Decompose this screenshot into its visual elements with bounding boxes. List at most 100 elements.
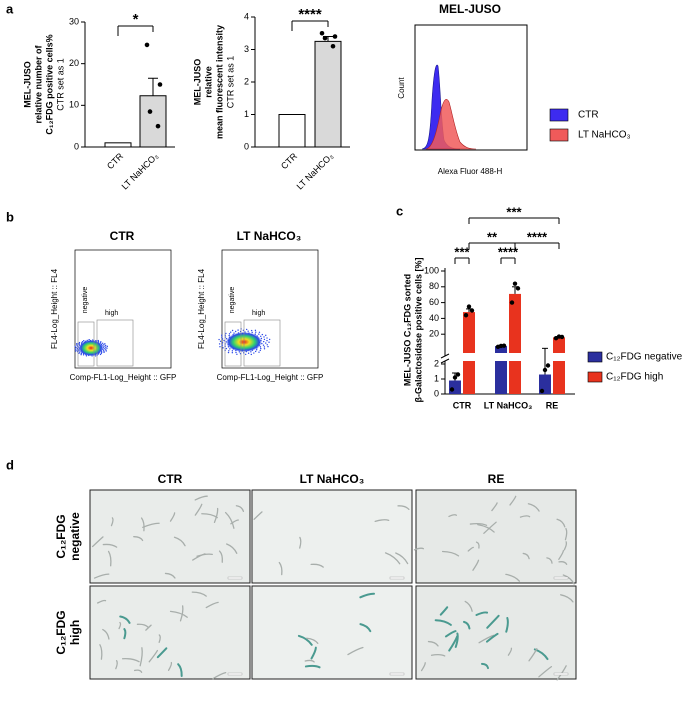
row-label: negative: [68, 512, 82, 561]
cell: [538, 665, 553, 678]
density-dot: [78, 341, 81, 344]
cell: [304, 659, 315, 663]
axis-break: [440, 353, 450, 359]
panel-label: b: [6, 209, 14, 224]
cell: [145, 624, 152, 631]
cell: [464, 600, 473, 612]
y-axis-label: C₁₂FDG positive cells%: [44, 34, 54, 134]
y-tick-label: 3: [244, 44, 249, 54]
density-dot: [231, 350, 234, 352]
y-tick-label: 60: [429, 297, 439, 307]
cell: [477, 523, 495, 533]
y-tick-label: 20: [69, 58, 79, 68]
legend-label: LT NaHCO₃: [578, 130, 631, 141]
cell: [191, 591, 207, 597]
cell: [505, 616, 509, 633]
column-header: LT NaHCO₃: [300, 472, 365, 486]
data-point: [469, 308, 475, 313]
scale-bar: [227, 672, 243, 676]
density-dot: [78, 350, 80, 352]
data-point: [449, 387, 455, 392]
legend-label: C₁₂FDG high: [606, 372, 663, 383]
density-dot: [263, 348, 266, 350]
cell: [169, 512, 176, 522]
cell: [102, 543, 118, 548]
density-dot: [259, 346, 262, 348]
cell: [133, 536, 144, 542]
cell: [560, 594, 574, 603]
cell: [99, 644, 103, 660]
cell: [467, 546, 474, 552]
density-dot: [258, 351, 260, 353]
density-dot: [231, 329, 234, 332]
density-dot: [221, 342, 224, 344]
cell: [469, 522, 488, 526]
density-core: [79, 340, 103, 356]
y-axis-label: β-Galactosidase positive cells [%]: [413, 257, 423, 402]
density-dot: [263, 346, 266, 348]
cell: [434, 619, 452, 626]
density-dot: [219, 345, 221, 348]
data-point: [498, 343, 504, 349]
plot-title: LT NaHCO₃: [237, 229, 302, 243]
cell: [299, 536, 302, 549]
density-dot: [250, 353, 253, 356]
data-point: [466, 304, 472, 309]
cell: [177, 663, 183, 677]
density-dot: [103, 351, 105, 354]
gate-label: high: [105, 310, 118, 317]
y-tick-label: 0: [74, 141, 79, 151]
density-dot: [254, 329, 257, 332]
y-axis-label: FL4-Log_Height :: FL4: [197, 268, 206, 349]
density-dot: [247, 330, 249, 332]
cell: [528, 648, 538, 662]
density-dot: [103, 350, 105, 352]
density-dot: [260, 347, 262, 350]
bar: [463, 361, 475, 394]
x-axis-label: Comp-FL1-Log_Height :: GFP: [70, 373, 177, 382]
x-tick-label: LT NaHCO₃: [295, 151, 336, 192]
cell: [121, 658, 140, 663]
data-point: [539, 388, 545, 394]
density-dot: [102, 349, 105, 351]
data-point: [452, 375, 458, 380]
density-dot: [233, 332, 235, 334]
density-dot: [104, 348, 106, 350]
data-point: [463, 313, 469, 318]
cell: [148, 649, 159, 663]
gate-label: negative: [82, 287, 89, 314]
cell: [462, 620, 471, 630]
density-dot: [255, 331, 257, 333]
cell: [374, 519, 390, 522]
scale-bar: [389, 672, 405, 676]
data-point: [556, 334, 562, 339]
cell: [139, 647, 143, 667]
density-dot: [104, 344, 107, 347]
row-label: C₁₂FDG: [54, 514, 68, 558]
density-dot: [106, 345, 109, 348]
gate: [96, 319, 134, 367]
density-dot: [254, 350, 257, 353]
cell: [359, 623, 372, 633]
density-dot: [223, 339, 225, 342]
y-tick-label: 1: [244, 109, 249, 119]
plot-frame: [414, 24, 528, 151]
cell: [115, 660, 118, 670]
density-dot: [251, 331, 253, 334]
row-label: C₁₂FDG: [54, 610, 68, 654]
cell: [278, 561, 283, 576]
density-dot: [88, 338, 90, 341]
density-dot: [235, 351, 237, 354]
x-tick-label: CTR: [105, 151, 126, 172]
density-dot: [258, 333, 260, 335]
cell: [110, 517, 114, 527]
axis-break: [440, 358, 450, 364]
cell: [454, 632, 459, 648]
gate-label: high: [252, 310, 265, 317]
density-dot: [231, 352, 234, 354]
density-dot: [245, 353, 247, 356]
y-tick-label: 4: [244, 11, 249, 21]
density-dot: [250, 329, 253, 332]
density-dot: [228, 350, 230, 352]
